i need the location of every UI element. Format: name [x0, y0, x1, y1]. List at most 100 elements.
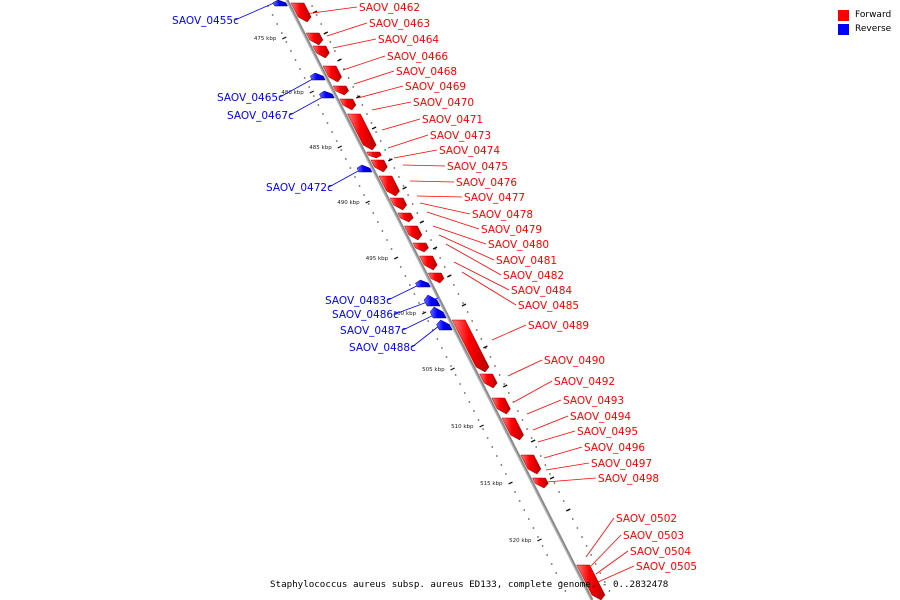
forward-gene-arrow[interactable] — [576, 564, 606, 600]
forward-gene-arrow[interactable] — [479, 373, 498, 389]
forward-gene-label[interactable]: SAOV_0496 — [584, 442, 645, 454]
leader-line — [595, 550, 629, 575]
forward-gene-label[interactable]: SAOV_0466 — [387, 51, 448, 63]
reverse-gene-label[interactable]: SAOV_0483c — [325, 295, 392, 307]
track-dot — [425, 230, 428, 232]
forward-gene-label[interactable]: SAOV_0477 — [464, 192, 525, 204]
forward-gene-arrow[interactable] — [322, 65, 342, 83]
forward-gene-label[interactable]: SAOV_0471 — [422, 114, 483, 126]
forward-gene-label[interactable]: SAOV_0494 — [570, 411, 631, 423]
track-dot — [532, 527, 535, 529]
forward-gene-arrow[interactable] — [290, 2, 312, 23]
forward-gene-label[interactable]: SAOV_0463 — [369, 18, 430, 30]
forward-gene-label[interactable]: SAOV_0469 — [405, 81, 466, 93]
reverse-gene-arrow[interactable] — [423, 294, 441, 307]
track-dot — [340, 149, 343, 151]
forward-gene-label[interactable]: SAOV_0474 — [439, 145, 500, 157]
forward-gene-label[interactable]: SAOV_0503 — [623, 530, 684, 542]
forward-gene-label[interactable]: SAOV_0468 — [396, 66, 457, 78]
forward-gene-arrow[interactable] — [305, 32, 324, 46]
forward-gene-label[interactable]: SAOV_0504 — [630, 546, 691, 558]
reverse-gene-label[interactable]: SAOV_0472c — [266, 182, 333, 194]
track-dot — [399, 266, 402, 268]
reverse-gene-arrow[interactable] — [436, 319, 453, 331]
leader-line — [507, 359, 543, 377]
reverse-gene-label[interactable]: SAOV_0487c — [340, 325, 407, 337]
forward-gene-arrow[interactable] — [412, 242, 429, 253]
forward-gene-label[interactable]: SAOV_0489 — [528, 320, 589, 332]
forward-gene-arrow[interactable] — [332, 85, 350, 96]
forward-swatch — [838, 9, 849, 21]
track-dot — [443, 266, 446, 268]
forward-gene-label[interactable]: SAOV_0492 — [554, 376, 615, 388]
reverse-gene-arrow[interactable] — [429, 306, 447, 319]
forward-gene-arrow[interactable] — [520, 454, 542, 475]
forward-gene-arrow[interactable] — [451, 319, 490, 373]
track-dot — [441, 347, 443, 349]
forward-gene-label[interactable]: SAOV_0462 — [359, 2, 420, 14]
legend-reverse[interactable]: Reverse — [838, 22, 891, 36]
reverse-gene-label[interactable]: SAOV_0467c — [227, 110, 294, 122]
track-dot — [512, 401, 515, 403]
forward-gene-arrow[interactable] — [312, 45, 330, 59]
forward-gene-arrow[interactable] — [403, 225, 423, 241]
forward-gene-label[interactable]: SAOV_0493 — [563, 395, 624, 407]
legend-forward[interactable]: Forward — [838, 8, 891, 22]
reverse-gene-arrow[interactable] — [319, 90, 335, 99]
forward-gene-label[interactable]: SAOV_0473 — [430, 130, 491, 142]
forward-gene-label[interactable]: SAOV_0490 — [544, 355, 605, 367]
leader-line — [426, 211, 480, 230]
track-dot — [436, 338, 439, 340]
scale-tick — [479, 424, 484, 428]
forward-gene-arrow[interactable] — [491, 397, 511, 415]
track-dot — [308, 86, 311, 88]
forward-gene-label[interactable]: SAOV_0464 — [378, 34, 439, 46]
forward-gene-arrow[interactable] — [378, 175, 400, 197]
forward-gene-label[interactable]: SAOV_0478 — [472, 209, 533, 221]
forward-gene-arrow[interactable] — [532, 477, 549, 489]
reverse-gene-arrow[interactable] — [356, 164, 373, 173]
forward-gene-label[interactable]: SAOV_0482 — [503, 270, 564, 282]
forward-gene-arrow[interactable] — [501, 417, 524, 441]
forward-gene-label[interactable]: SAOV_0475 — [447, 161, 508, 173]
feature-mark — [371, 126, 377, 130]
forward-gene-arrow[interactable] — [397, 212, 414, 223]
forward-gene-label[interactable]: SAOV_0479 — [481, 224, 542, 236]
reverse-gene-label[interactable]: SAOV_0455c — [172, 15, 239, 27]
forward-gene-label[interactable]: SAOV_0485 — [518, 300, 579, 312]
forward-gene-arrow[interactable] — [370, 159, 388, 173]
reverse-gene-arrow[interactable] — [309, 72, 326, 81]
scale-tick — [508, 481, 513, 485]
track-dot — [463, 392, 466, 394]
forward-gene-label[interactable]: SAOV_0484 — [511, 285, 572, 297]
reverse-gene-label[interactable]: SAOV_0488c — [349, 342, 416, 354]
forward-gene-arrow[interactable] — [339, 98, 357, 111]
reverse-gene-label[interactable]: SAOV_0465c — [217, 92, 284, 104]
forward-gene-label[interactable]: SAOV_0502 — [616, 513, 677, 525]
forward-gene-arrow[interactable] — [347, 113, 377, 151]
forward-gene-arrow[interactable] — [389, 197, 408, 211]
forward-gene-label[interactable]: SAOV_0497 — [591, 458, 652, 470]
forward-gene-label[interactable]: SAOV_0470 — [413, 97, 474, 109]
forward-gene-arrow[interactable] — [427, 272, 445, 284]
track-dot — [482, 428, 484, 430]
forward-gene-arrow[interactable] — [366, 151, 382, 159]
track-dot — [581, 536, 583, 538]
forward-gene-label[interactable]: SAOV_0481 — [496, 255, 557, 267]
forward-gene-label[interactable]: SAOV_0480 — [488, 239, 549, 251]
forward-gene-label[interactable]: SAOV_0495 — [577, 426, 638, 438]
leader-line — [353, 70, 395, 85]
forward-gene-label[interactable]: SAOV_0498 — [598, 473, 659, 485]
forward-gene-label[interactable]: SAOV_0505 — [636, 561, 697, 573]
track-dot — [498, 374, 501, 376]
scale-tick — [365, 200, 370, 204]
track-dot — [576, 527, 579, 529]
feature-mark — [402, 186, 407, 190]
forward-gene-label[interactable]: SAOV_0476 — [456, 177, 517, 189]
reverse-gene-arrow[interactable] — [272, 0, 288, 7]
reverse-gene-arrow[interactable] — [415, 279, 431, 288]
track-dot — [503, 383, 506, 385]
forward-gene-arrow[interactable] — [419, 255, 438, 271]
reverse-gene-label[interactable]: SAOV_0486c — [332, 309, 399, 321]
leader-line — [445, 243, 502, 276]
